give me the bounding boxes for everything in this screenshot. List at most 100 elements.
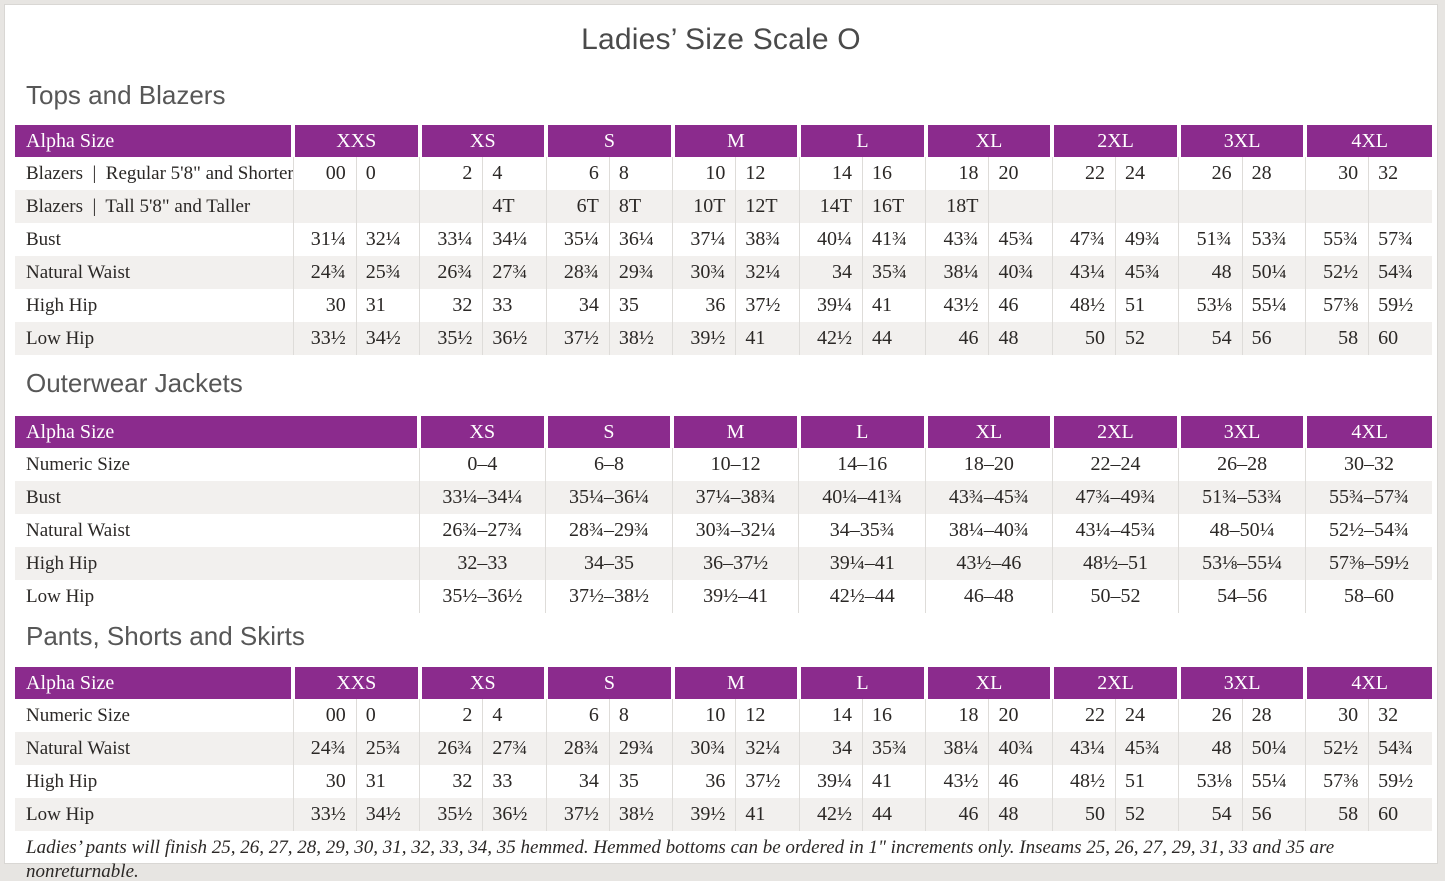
size-value: 26¾ (419, 732, 483, 765)
size-range-value: 0–4 (418, 448, 546, 481)
size-value: 40¾ (988, 732, 1053, 765)
size-col-header-l: L (796, 416, 926, 448)
size-range-value: 26–28 (1178, 448, 1306, 481)
size-range-value: 47¾–49¾ (1051, 481, 1179, 514)
table-row: Low Hip 33½ 34½ 35½ 36½ 37½ 38½ 39½ 41 42½ 44 46 48 5… (15, 322, 1432, 355)
size-value: 57⅜ (1304, 765, 1369, 798)
size-value: 8 (608, 157, 673, 190)
size-range-value: 38¼–40¾ (925, 514, 1053, 547)
size-value: 12 (735, 699, 800, 732)
size-value: 30 (292, 289, 357, 322)
size-value: 26 (1178, 157, 1243, 190)
table-row: Numeric Size 0–4 6–8 10–12 14–16 18–20 22–24 26… (15, 448, 1432, 481)
size-value: 33¼ (419, 223, 483, 256)
size-value: 52½ (1304, 732, 1369, 765)
size-col-header-xs: XS (417, 667, 547, 699)
table-row: High Hip 30 31 32 33 34 35 36 37½ 39¼ 41 43½ 46 48½ 51… (15, 765, 1432, 798)
size-value: 28¾ (545, 732, 610, 765)
size-range-value: 55¾–57¾ (1304, 481, 1432, 514)
row-label: Natural Waist (15, 256, 294, 289)
row-label: Blazers | Tall 5'8" and Taller (15, 190, 294, 223)
alpha-size-header: Alpha Size (15, 416, 419, 448)
size-value (1115, 190, 1179, 223)
size-value: 6 (545, 157, 610, 190)
size-col-header-s: S (544, 125, 673, 157)
size-value: 54¾ (1368, 732, 1432, 765)
size-value: 32¼ (735, 732, 800, 765)
size-value: 48 (1178, 256, 1243, 289)
size-value: 43½ (925, 289, 989, 322)
size-range-value: 39¼–41 (798, 547, 926, 580)
size-range-value: 52½–54¾ (1304, 514, 1432, 547)
size-value: 60 (1368, 322, 1432, 355)
size-value: 6 (545, 699, 610, 732)
size-range-value: 58–60 (1304, 580, 1432, 613)
size-col-header-2xl: 2XL (1050, 416, 1179, 448)
size-value: 42½ (798, 322, 863, 355)
size-value: 35¾ (861, 732, 926, 765)
size-value: 56 (1241, 322, 1306, 355)
size-value: 26 (1178, 699, 1243, 732)
size-value: 44 (861, 322, 926, 355)
size-value: 24 (1115, 699, 1179, 732)
size-value: 2 (419, 157, 483, 190)
size-col-header-4xl: 4XL (1303, 416, 1432, 448)
size-value: 32 (419, 765, 483, 798)
size-value: 48½ (1051, 765, 1116, 798)
size-value: 51 (1115, 289, 1179, 322)
size-value: 10 (672, 699, 736, 732)
table-row: High Hip 32–33 34–35 36–37½ 39¼–41 43½–46 48½–… (15, 547, 1432, 580)
size-value: 33½ (292, 322, 357, 355)
size-value: 46 (988, 289, 1053, 322)
size-range-value: 51¾–53¾ (1178, 481, 1306, 514)
size-value: 2 (419, 699, 483, 732)
size-value: 45¾ (1115, 732, 1179, 765)
size-value: 10T (672, 190, 736, 223)
size-value: 32¼ (735, 256, 800, 289)
table-head: Alpha Size XXS XS S M L XL 2XL 3XL 4XL (15, 125, 1432, 157)
size-value: 34½ (355, 322, 420, 355)
size-value: 51 (1115, 765, 1179, 798)
row-label: Blazers | Regular 5'8" and Shorter (26, 162, 294, 184)
size-value: 57¾ (1368, 223, 1432, 256)
size-value: 29¾ (608, 256, 673, 289)
size-value: 37¼ (672, 223, 736, 256)
size-value: 30¾ (672, 256, 736, 289)
row-label: Numeric Size (26, 453, 130, 475)
size-col-header-2xl: 2XL (1050, 667, 1179, 699)
size-col-header-m: M (670, 667, 800, 699)
size-range-value: 6–8 (545, 448, 673, 481)
size-value: 22 (1051, 157, 1116, 190)
size-value: 00 (292, 699, 357, 732)
size-value: 28 (1241, 157, 1306, 190)
size-value (1178, 190, 1243, 223)
size-value: 18 (925, 699, 989, 732)
size-col-header-xl: XL (923, 667, 1053, 699)
size-value: 36¼ (608, 223, 673, 256)
size-col-header-4xl: 4XL (1303, 667, 1432, 699)
size-value: 48 (988, 322, 1053, 355)
size-col-header-3xl: 3XL (1176, 416, 1306, 448)
table-head: Alpha Size XS S M L XL 2XL 3XL 4XL (15, 416, 1432, 448)
size-col-header-xs: XS (417, 125, 547, 157)
size-value: 14T (798, 190, 863, 223)
size-value: 36½ (482, 322, 547, 355)
size-range-value: 53⅛–55¼ (1178, 547, 1306, 580)
row-label: Bust (15, 481, 419, 514)
size-value: 33 (482, 765, 547, 798)
size-range-value: 43¾–45¾ (925, 481, 1053, 514)
size-value: 16 (861, 157, 926, 190)
size-value: 42½ (798, 798, 863, 831)
size-range-value: 10–12 (671, 448, 799, 481)
size-value: 50 (1051, 322, 1116, 355)
size-value: 58 (1304, 798, 1369, 831)
size-value: 4 (482, 699, 547, 732)
size-value: 14 (798, 699, 863, 732)
size-value: 14 (798, 157, 863, 190)
size-range-value: 54–56 (1178, 580, 1306, 613)
page-title: Ladies’ Size Scale O (581, 23, 861, 56)
size-value: 43¼ (1051, 256, 1116, 289)
size-value: 35¾ (861, 256, 926, 289)
header-row: Alpha Size XXS XS S M L XL 2XL 3XL 4XL (15, 667, 1432, 699)
